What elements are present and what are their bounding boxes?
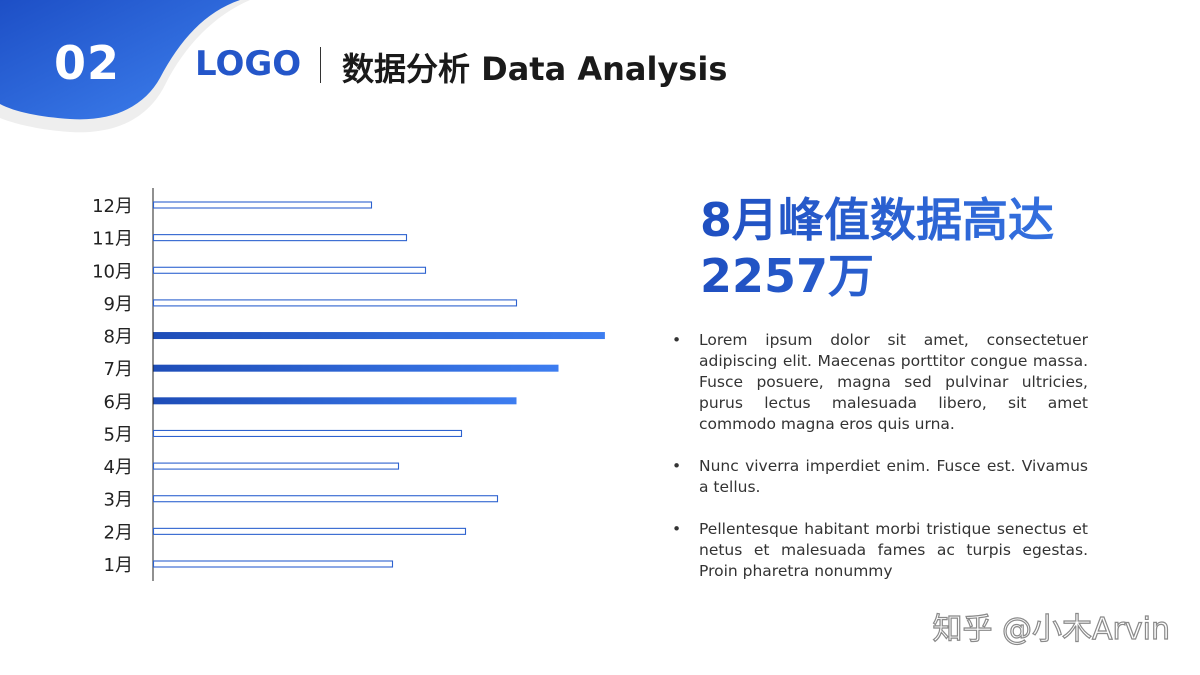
bar-11 [152, 234, 408, 242]
tick-label: 4月 [104, 457, 133, 478]
bar-chart: 1月 2月 3月 4月 5月 6月 7月 8月 9月 10月 11月 12月 [92, 188, 605, 581]
bullet-item-1: Lorem ipsum dolor sit amet, consectetuer… [672, 330, 1088, 435]
slide-number: 02 [54, 36, 121, 90]
bar-2 [152, 527, 467, 535]
bar-10 [152, 266, 427, 274]
corner-blue-shape [0, 0, 240, 120]
header-divider [320, 47, 321, 83]
headline-line-1: 8月峰值数据高达 [700, 193, 1055, 247]
tick-label: 6月 [104, 392, 133, 413]
tick-label: 3月 [104, 490, 133, 511]
tick-label: 12月 [92, 196, 133, 217]
bar-6 [153, 397, 517, 405]
bullet-list: Lorem ipsum dolor sit amet, consectetuer… [672, 330, 1088, 603]
page-title: 数据分析 Data Analysis [342, 50, 728, 88]
watermark: 知乎 @小木Arvin [932, 611, 1171, 647]
bar-1 [152, 560, 394, 568]
tick-label: 1月 [104, 555, 133, 576]
bar-8 [153, 332, 605, 340]
headline: 8月峰值数据高达 2257万 [700, 192, 1160, 304]
corner-decoration [0, 0, 250, 133]
tick-label: 10月 [92, 261, 133, 282]
bar-3 [152, 495, 499, 503]
headline-line-2: 2257万 [700, 249, 875, 303]
tick-label: 7月 [104, 359, 133, 380]
bullet-item-3: Pellentesque habitant morbi tristique se… [672, 519, 1088, 582]
bar-4 [152, 462, 400, 470]
logo: LOGO [195, 44, 302, 84]
bar-12 [152, 201, 373, 209]
tick-label: 11月 [92, 229, 133, 250]
bar-9 [152, 299, 518, 307]
bar-5 [152, 429, 463, 438]
tick-label: 5月 [104, 424, 133, 445]
tick-label: 2月 [104, 522, 133, 543]
tick-label: 9月 [104, 294, 133, 315]
tick-label: 8月 [104, 327, 133, 348]
bullet-item-2: Nunc viverra imperdiet enim. Fusce est. … [672, 456, 1088, 498]
bar-7 [153, 364, 559, 372]
